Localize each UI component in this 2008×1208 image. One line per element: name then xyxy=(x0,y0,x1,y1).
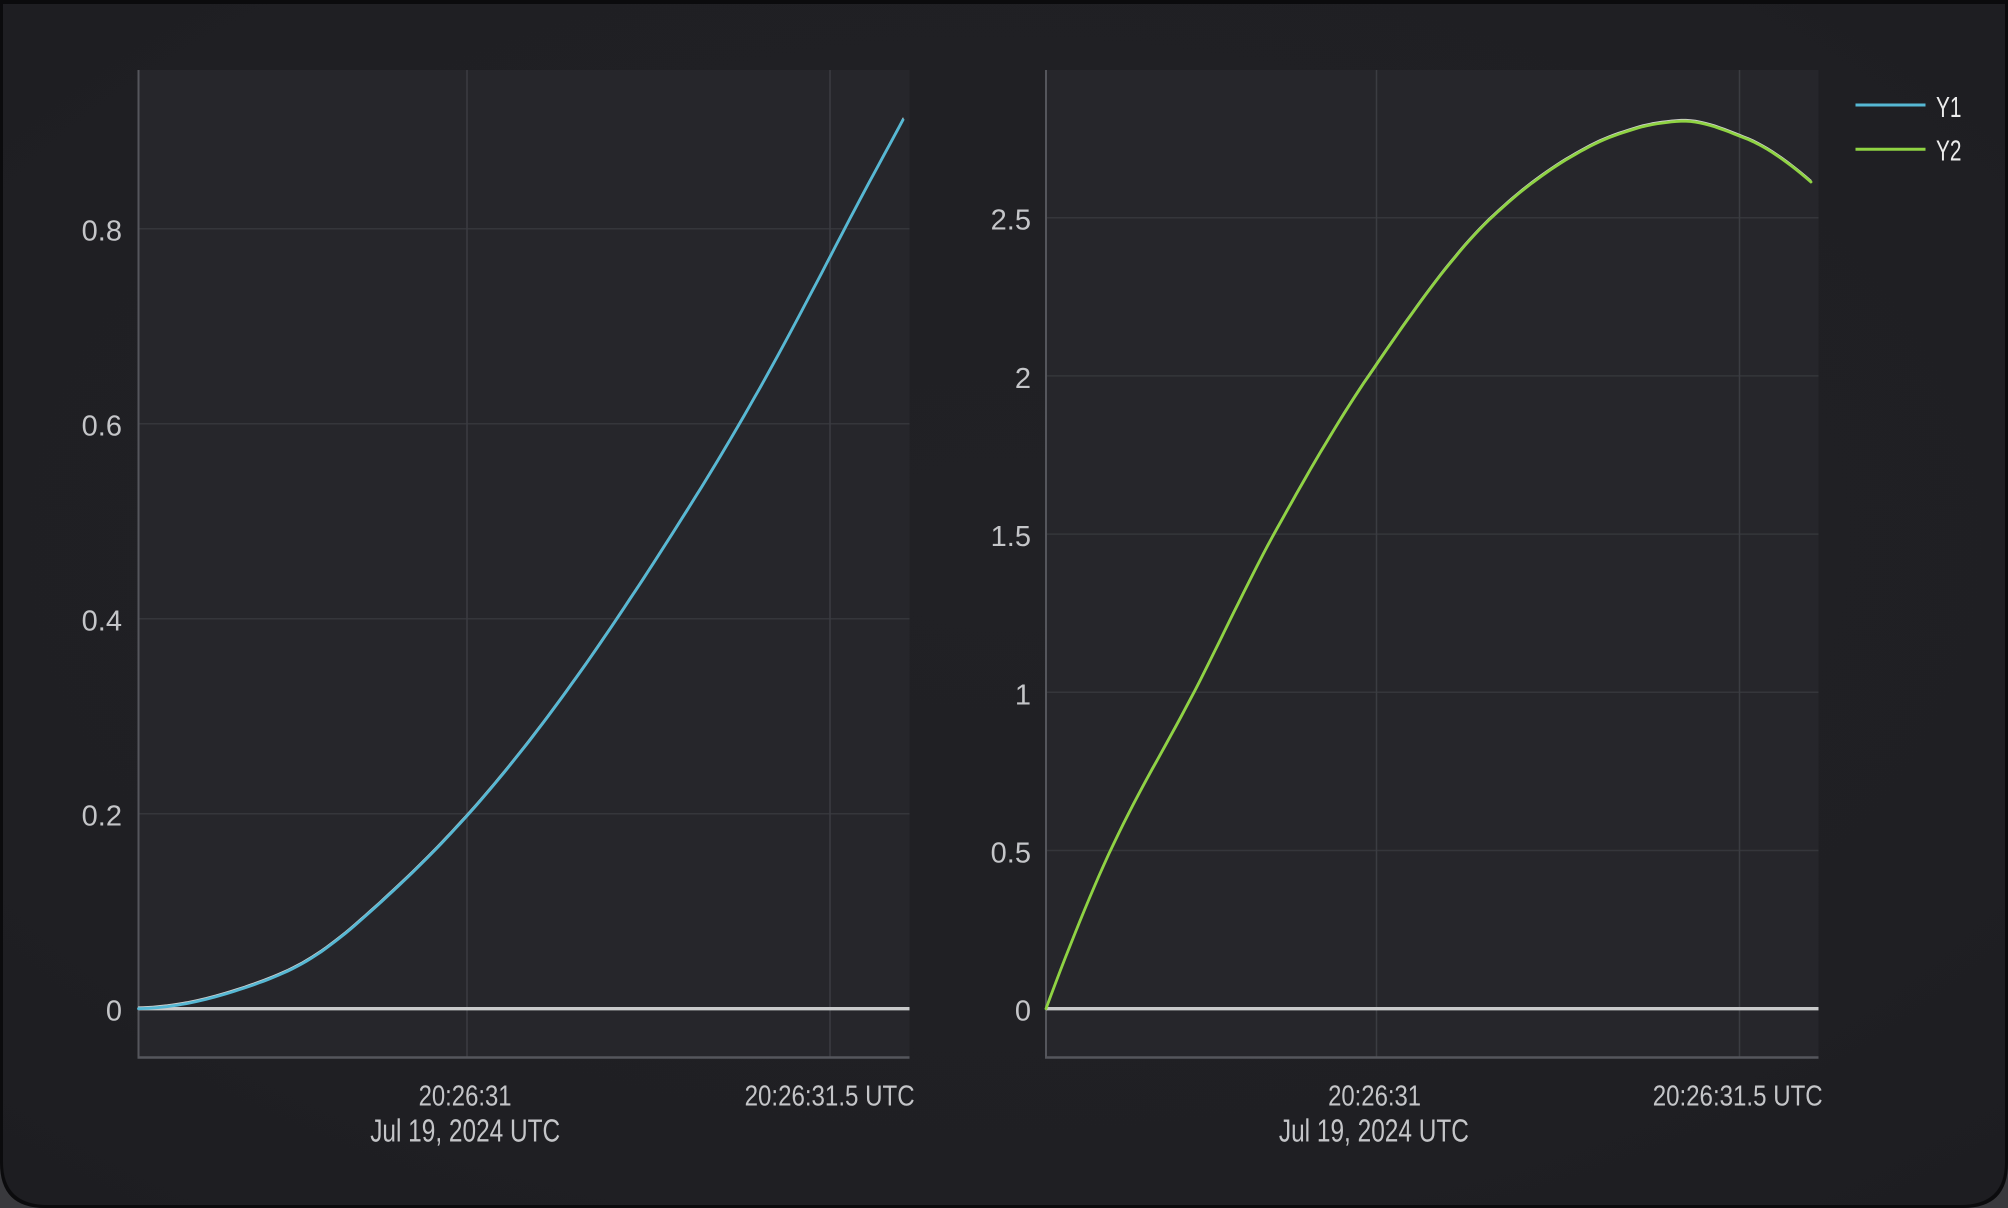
svg-text:0.6: 0.6 xyxy=(82,411,122,443)
svg-text:2: 2 xyxy=(1015,363,1031,395)
svg-text:Y2: Y2 xyxy=(1936,136,1962,168)
svg-text:Y1: Y1 xyxy=(1936,92,1962,124)
svg-text:0.8: 0.8 xyxy=(82,216,122,248)
svg-text:Jul 19, 2024 UTC: Jul 19, 2024 UTC xyxy=(1279,1113,1469,1149)
svg-text:0.5: 0.5 xyxy=(991,838,1031,870)
svg-text:1: 1 xyxy=(1015,679,1031,711)
svg-text:1.5: 1.5 xyxy=(991,521,1031,553)
svg-text:Jul 19, 2024 UTC: Jul 19, 2024 UTC xyxy=(370,1113,560,1149)
svg-text:20:26:31: 20:26:31 xyxy=(419,1081,512,1113)
svg-text:0.2: 0.2 xyxy=(82,801,122,833)
svg-text:0: 0 xyxy=(106,996,122,1028)
svg-text:2.5: 2.5 xyxy=(991,205,1031,237)
svg-text:20:26:31.5 UTC: 20:26:31.5 UTC xyxy=(745,1081,915,1113)
svg-text:0: 0 xyxy=(1015,996,1031,1028)
svg-text:20:26:31.5 UTC: 20:26:31.5 UTC xyxy=(1653,1081,1823,1113)
svg-text:20:26:31: 20:26:31 xyxy=(1328,1081,1421,1113)
svg-text:0.4: 0.4 xyxy=(82,606,122,638)
